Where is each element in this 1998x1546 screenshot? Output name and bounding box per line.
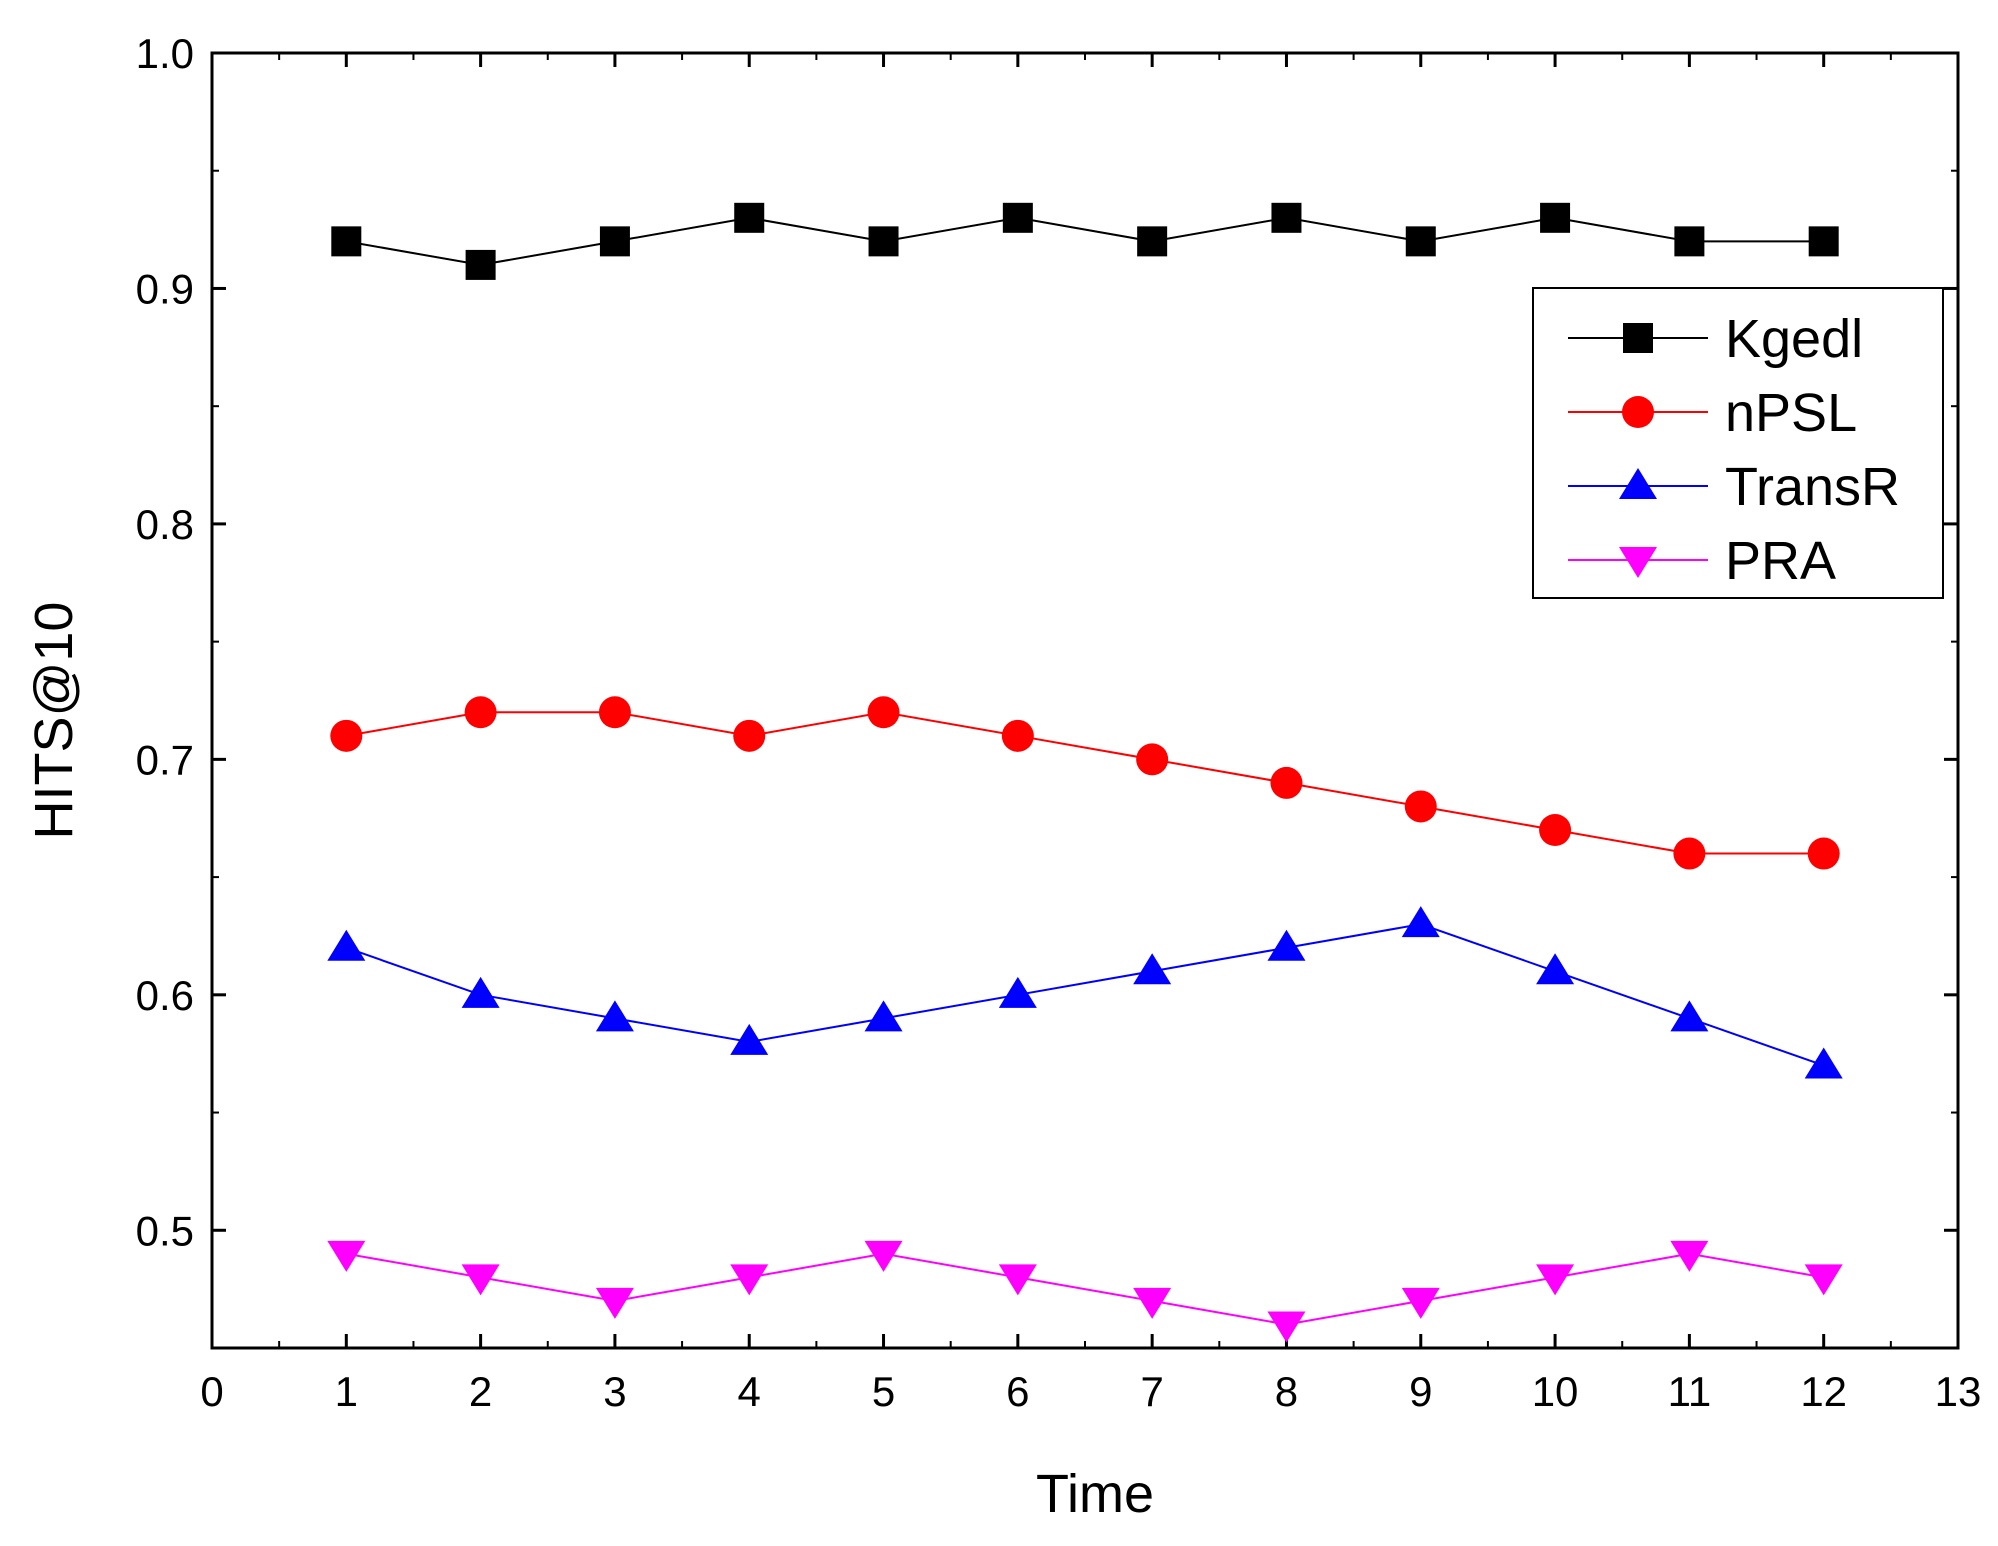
data-point-npsl <box>1001 719 1034 752</box>
data-point-pra <box>1133 1287 1172 1319</box>
series-npsl <box>330 696 1840 870</box>
legend-label: PRA <box>1725 531 1836 591</box>
data-point-transr <box>1804 1047 1843 1079</box>
data-point-pra <box>730 1264 769 1296</box>
data-point-kgedl <box>599 226 630 257</box>
plot-area: 0 1 2 3 4 5 6 7 8 9 10 11 12 130.50.60.70.80.91.0Kged… <box>136 30 1982 1415</box>
x-tick-label: 12 <box>1800 1368 1847 1415</box>
data-point-transr <box>461 976 500 1008</box>
data-point-kgedl <box>1271 202 1302 233</box>
data-point-npsl <box>733 719 766 752</box>
data-point-transr <box>864 1000 903 1032</box>
x-tick-label: 1 <box>335 1368 358 1415</box>
x-tick-label: 9 <box>1409 1368 1432 1415</box>
data-point-kgedl <box>734 202 765 233</box>
legend-marker <box>1622 396 1654 428</box>
legend-item-transr: TransR <box>1568 457 1900 517</box>
x-tick-label: 8 <box>1275 1368 1298 1415</box>
legend-item-pra: PRA <box>1568 531 1836 591</box>
data-point-transr <box>327 929 366 961</box>
x-tick-label: 2 <box>469 1368 492 1415</box>
series-line-npsl <box>346 711 1824 855</box>
data-point-pra <box>998 1264 1037 1296</box>
x-tick-label: 11 <box>1668 1368 1712 1415</box>
y-tick-label: 0.9 <box>136 265 194 312</box>
legend-label: Kgedl <box>1725 309 1863 369</box>
legend-item-npsl: nPSL <box>1568 383 1857 443</box>
data-point-kgedl <box>1137 226 1168 257</box>
series-line-pra <box>346 1252 1824 1326</box>
data-point-npsl <box>464 696 497 729</box>
data-point-kgedl <box>868 226 899 257</box>
legend-item-kgedl: Kgedl <box>1568 309 1863 369</box>
legend-marker <box>1619 468 1657 499</box>
data-point-pra <box>1804 1264 1843 1296</box>
data-point-pra <box>461 1264 500 1296</box>
legend-box <box>1532 287 1944 599</box>
y-tick-label: 0.6 <box>136 972 194 1019</box>
legend-label: TransR <box>1725 457 1900 517</box>
data-point-kgedl <box>1808 226 1839 257</box>
data-point-npsl <box>1807 837 1840 870</box>
data-point-kgedl <box>1405 226 1436 257</box>
y-tick-label: 0.5 <box>136 1207 194 1254</box>
x-tick-label: 6 <box>1006 1368 1029 1415</box>
legend-marker <box>1619 547 1657 578</box>
series-transr <box>327 906 1843 1079</box>
data-point-kgedl <box>1540 202 1571 233</box>
data-point-kgedl <box>465 249 496 280</box>
y-tick-label: 0.8 <box>136 501 194 548</box>
series-line-transr <box>345 923 1825 1067</box>
data-point-npsl <box>1539 814 1572 846</box>
data-point-pra <box>1670 1240 1709 1272</box>
data-point-npsl <box>1136 743 1169 776</box>
series-line-kgedl <box>346 216 1824 266</box>
data-point-kgedl <box>1674 226 1705 257</box>
y-tick-label: 0.7 <box>136 736 194 783</box>
x-tick-label: 0 <box>200 1368 223 1415</box>
x-tick-label: 7 <box>1140 1368 1163 1415</box>
data-point-npsl <box>330 719 363 752</box>
series-pra <box>327 1240 1843 1343</box>
data-point-pra <box>1536 1264 1575 1296</box>
legend: Kgedl nPSL TransR PRA <box>1532 287 1944 599</box>
data-point-pra <box>595 1287 634 1319</box>
data-point-transr <box>1133 953 1172 985</box>
data-point-transr <box>1536 953 1575 985</box>
x-tick-label: 10 <box>1532 1368 1579 1415</box>
legend-marker <box>1623 323 1653 353</box>
y-tick-label: 1.0 <box>136 30 194 77</box>
x-axis-title: Time <box>1036 1464 1154 1524</box>
data-point-pra <box>1267 1311 1306 1343</box>
data-point-transr <box>1670 1000 1709 1032</box>
x-tick-label: 13 <box>1935 1368 1982 1415</box>
x-tick-label: 4 <box>738 1368 761 1415</box>
data-point-npsl <box>867 696 900 729</box>
data-point-transr <box>1267 929 1306 961</box>
data-point-kgedl <box>331 226 362 257</box>
data-point-npsl <box>1404 790 1437 823</box>
data-point-transr <box>595 1000 634 1032</box>
data-point-pra <box>1401 1287 1440 1319</box>
series-kgedl <box>331 202 1839 280</box>
data-point-kgedl <box>1002 202 1033 233</box>
x-tick-label: 3 <box>603 1368 626 1415</box>
data-point-npsl <box>1270 766 1303 799</box>
data-point-pra <box>864 1240 903 1272</box>
data-point-transr <box>998 976 1037 1008</box>
data-point-npsl <box>1673 837 1706 870</box>
data-point-transr <box>730 1023 769 1055</box>
y-axis-title: HITS@10 <box>24 602 84 840</box>
data-point-transr <box>1401 906 1440 938</box>
data-point-pra <box>327 1240 366 1272</box>
legend-label: nPSL <box>1725 383 1857 443</box>
data-point-npsl <box>598 696 631 729</box>
x-tick-label: 5 <box>872 1368 895 1415</box>
